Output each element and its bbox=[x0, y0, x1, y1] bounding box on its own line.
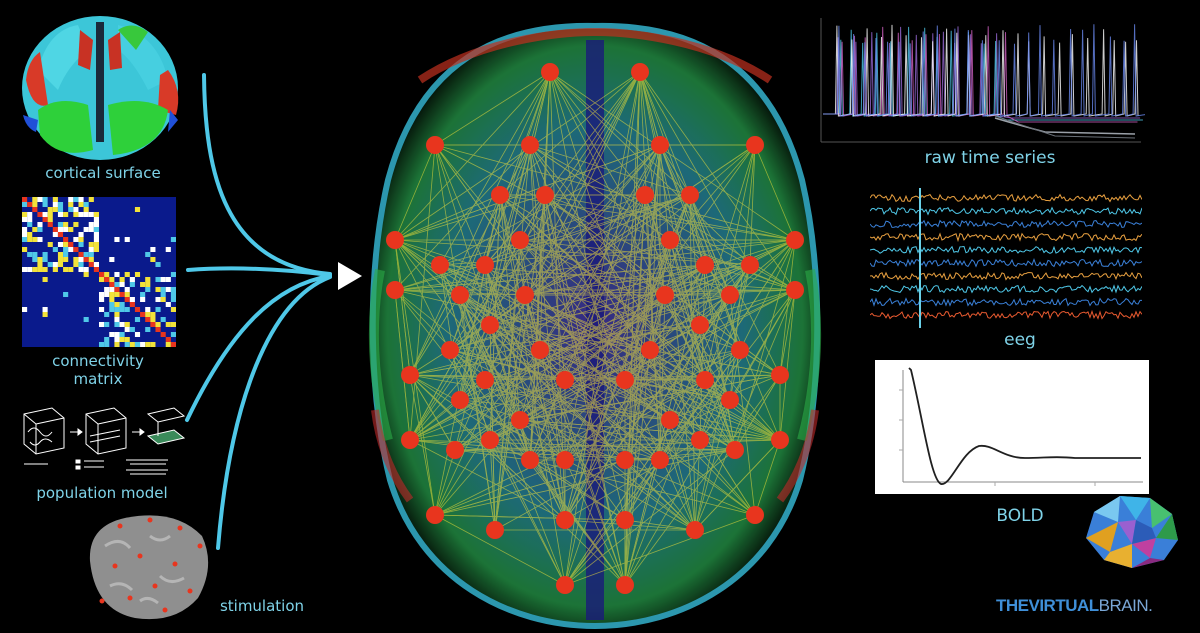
brain-node bbox=[556, 371, 574, 389]
brain-node bbox=[616, 576, 634, 594]
brain-node bbox=[636, 186, 654, 204]
brain-node bbox=[661, 411, 679, 429]
brain-node bbox=[486, 521, 504, 539]
brain-node bbox=[651, 451, 669, 469]
brain-node bbox=[556, 511, 574, 529]
bold-image bbox=[875, 360, 1149, 494]
brain-node bbox=[511, 231, 529, 249]
converging-arrows bbox=[185, 73, 362, 550]
brain-node bbox=[531, 341, 549, 359]
brain-node bbox=[446, 441, 464, 459]
brain-node bbox=[691, 431, 709, 449]
brain-node bbox=[511, 411, 529, 429]
arrow-head bbox=[338, 262, 362, 290]
brain-node bbox=[721, 391, 739, 409]
brain-node bbox=[651, 136, 669, 154]
brain-node bbox=[721, 286, 739, 304]
brain-node bbox=[481, 431, 499, 449]
tvb-logo-brain-icon bbox=[1086, 496, 1178, 568]
brain-node bbox=[476, 256, 494, 274]
population-model-label: population model bbox=[36, 484, 168, 502]
stimulation-label: stimulation bbox=[219, 597, 305, 615]
brain-node bbox=[771, 431, 789, 449]
brain-node bbox=[771, 366, 789, 384]
brain-node bbox=[691, 316, 709, 334]
brain-node bbox=[616, 451, 634, 469]
connectivity-matrix-label-line2: matrix bbox=[73, 370, 123, 388]
brain-node bbox=[431, 256, 449, 274]
cortical-surface-label: cortical surface bbox=[45, 164, 161, 182]
brain-node bbox=[451, 286, 469, 304]
tvb-logo-bold: THEVIRTUAL bbox=[996, 596, 1099, 615]
brain-node bbox=[386, 281, 404, 299]
brain-node bbox=[746, 506, 764, 524]
brain-node bbox=[476, 371, 494, 389]
brain-node bbox=[696, 371, 714, 389]
bold-label: BOLD bbox=[996, 506, 1044, 526]
tvb-logo-text: THEVIRTUALBRAIN. bbox=[996, 596, 1153, 616]
brain-node bbox=[696, 256, 714, 274]
brain-node bbox=[731, 341, 749, 359]
brain-node bbox=[556, 576, 574, 594]
brain-node bbox=[786, 281, 804, 299]
stimulation-image bbox=[89, 515, 209, 620]
brain-node bbox=[401, 431, 419, 449]
brain-node bbox=[521, 451, 539, 469]
tvb-logo-rest: BRAIN. bbox=[1098, 596, 1153, 615]
brain-node bbox=[441, 341, 459, 359]
cortical-surface-image bbox=[22, 16, 179, 160]
brain-node bbox=[746, 136, 764, 154]
brain-node bbox=[386, 231, 404, 249]
brain-node bbox=[451, 391, 469, 409]
brain-node bbox=[401, 366, 419, 384]
brain-node bbox=[556, 451, 574, 469]
connectivity-matrix-image bbox=[22, 197, 176, 347]
population-model-image bbox=[23, 407, 186, 475]
brain-node bbox=[686, 521, 704, 539]
brain-node bbox=[616, 511, 634, 529]
brain-node bbox=[656, 286, 674, 304]
brain-node bbox=[516, 286, 534, 304]
brain-network-image bbox=[368, 22, 822, 630]
connectivity-matrix-label-line1: connectivity bbox=[52, 352, 144, 370]
brain-node bbox=[741, 256, 759, 274]
brain-node bbox=[786, 231, 804, 249]
brain-node bbox=[536, 186, 554, 204]
brain-node bbox=[726, 441, 744, 459]
brain-node bbox=[521, 136, 539, 154]
brain-node bbox=[481, 316, 499, 334]
brain-node bbox=[426, 136, 444, 154]
brain-node bbox=[491, 186, 509, 204]
brain-node bbox=[616, 371, 634, 389]
brain-node bbox=[426, 506, 444, 524]
brain-node bbox=[631, 63, 649, 81]
eeg-image bbox=[870, 188, 1142, 328]
eeg-label: eeg bbox=[1004, 330, 1036, 350]
brain-node bbox=[641, 341, 659, 359]
raw-time-series-label: raw time series bbox=[924, 148, 1056, 168]
brain-node bbox=[681, 186, 699, 204]
raw-time-series-image bbox=[815, 14, 1145, 148]
brain-node bbox=[541, 63, 559, 81]
brain-node bbox=[661, 231, 679, 249]
